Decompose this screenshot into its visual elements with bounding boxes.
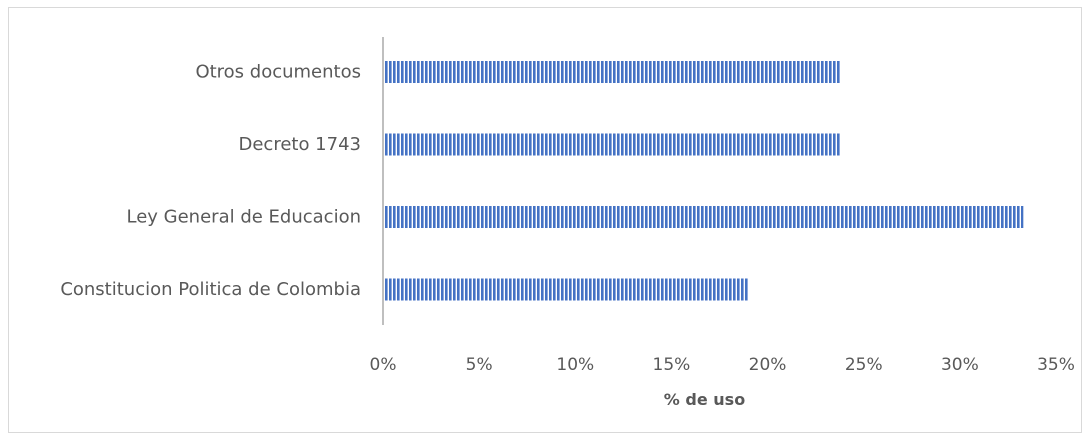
bars-layer [383, 61, 1024, 301]
bar-1 [383, 133, 841, 156]
x-tick-label: 0% [370, 355, 397, 375]
category-label: Decreto 1743 [238, 134, 361, 155]
x-tick-label: 20% [749, 355, 787, 375]
x-tick-label: 10% [556, 355, 594, 375]
category-label: Otros documentos [195, 62, 361, 83]
category-labels: Otros documentos Decreto 1743 Ley General … [60, 62, 361, 301]
x-axis-title: % de uso [664, 390, 745, 409]
bar-chart: Otros documentos Decreto 1743 Ley General … [60, 37, 1075, 409]
category-label: Ley General de Educacion [127, 207, 362, 228]
chart-frame: Otros documentos Decreto 1743 Ley General … [8, 7, 1082, 433]
bar-3 [383, 278, 749, 301]
x-tick-label: 30% [941, 355, 979, 375]
x-tick-label: 25% [845, 355, 883, 375]
x-tick-label: 15% [653, 355, 691, 375]
x-tick-label: 35% [1037, 355, 1075, 375]
bar-2 [383, 206, 1024, 228]
x-tick-label: 5% [466, 355, 493, 375]
bar-0 [383, 61, 841, 83]
category-label: Constitucion Politica de Colombia [60, 279, 361, 300]
x-tick-labels: 0% 5% 10% 15% 20% 25% 30% 35% [370, 355, 1075, 375]
